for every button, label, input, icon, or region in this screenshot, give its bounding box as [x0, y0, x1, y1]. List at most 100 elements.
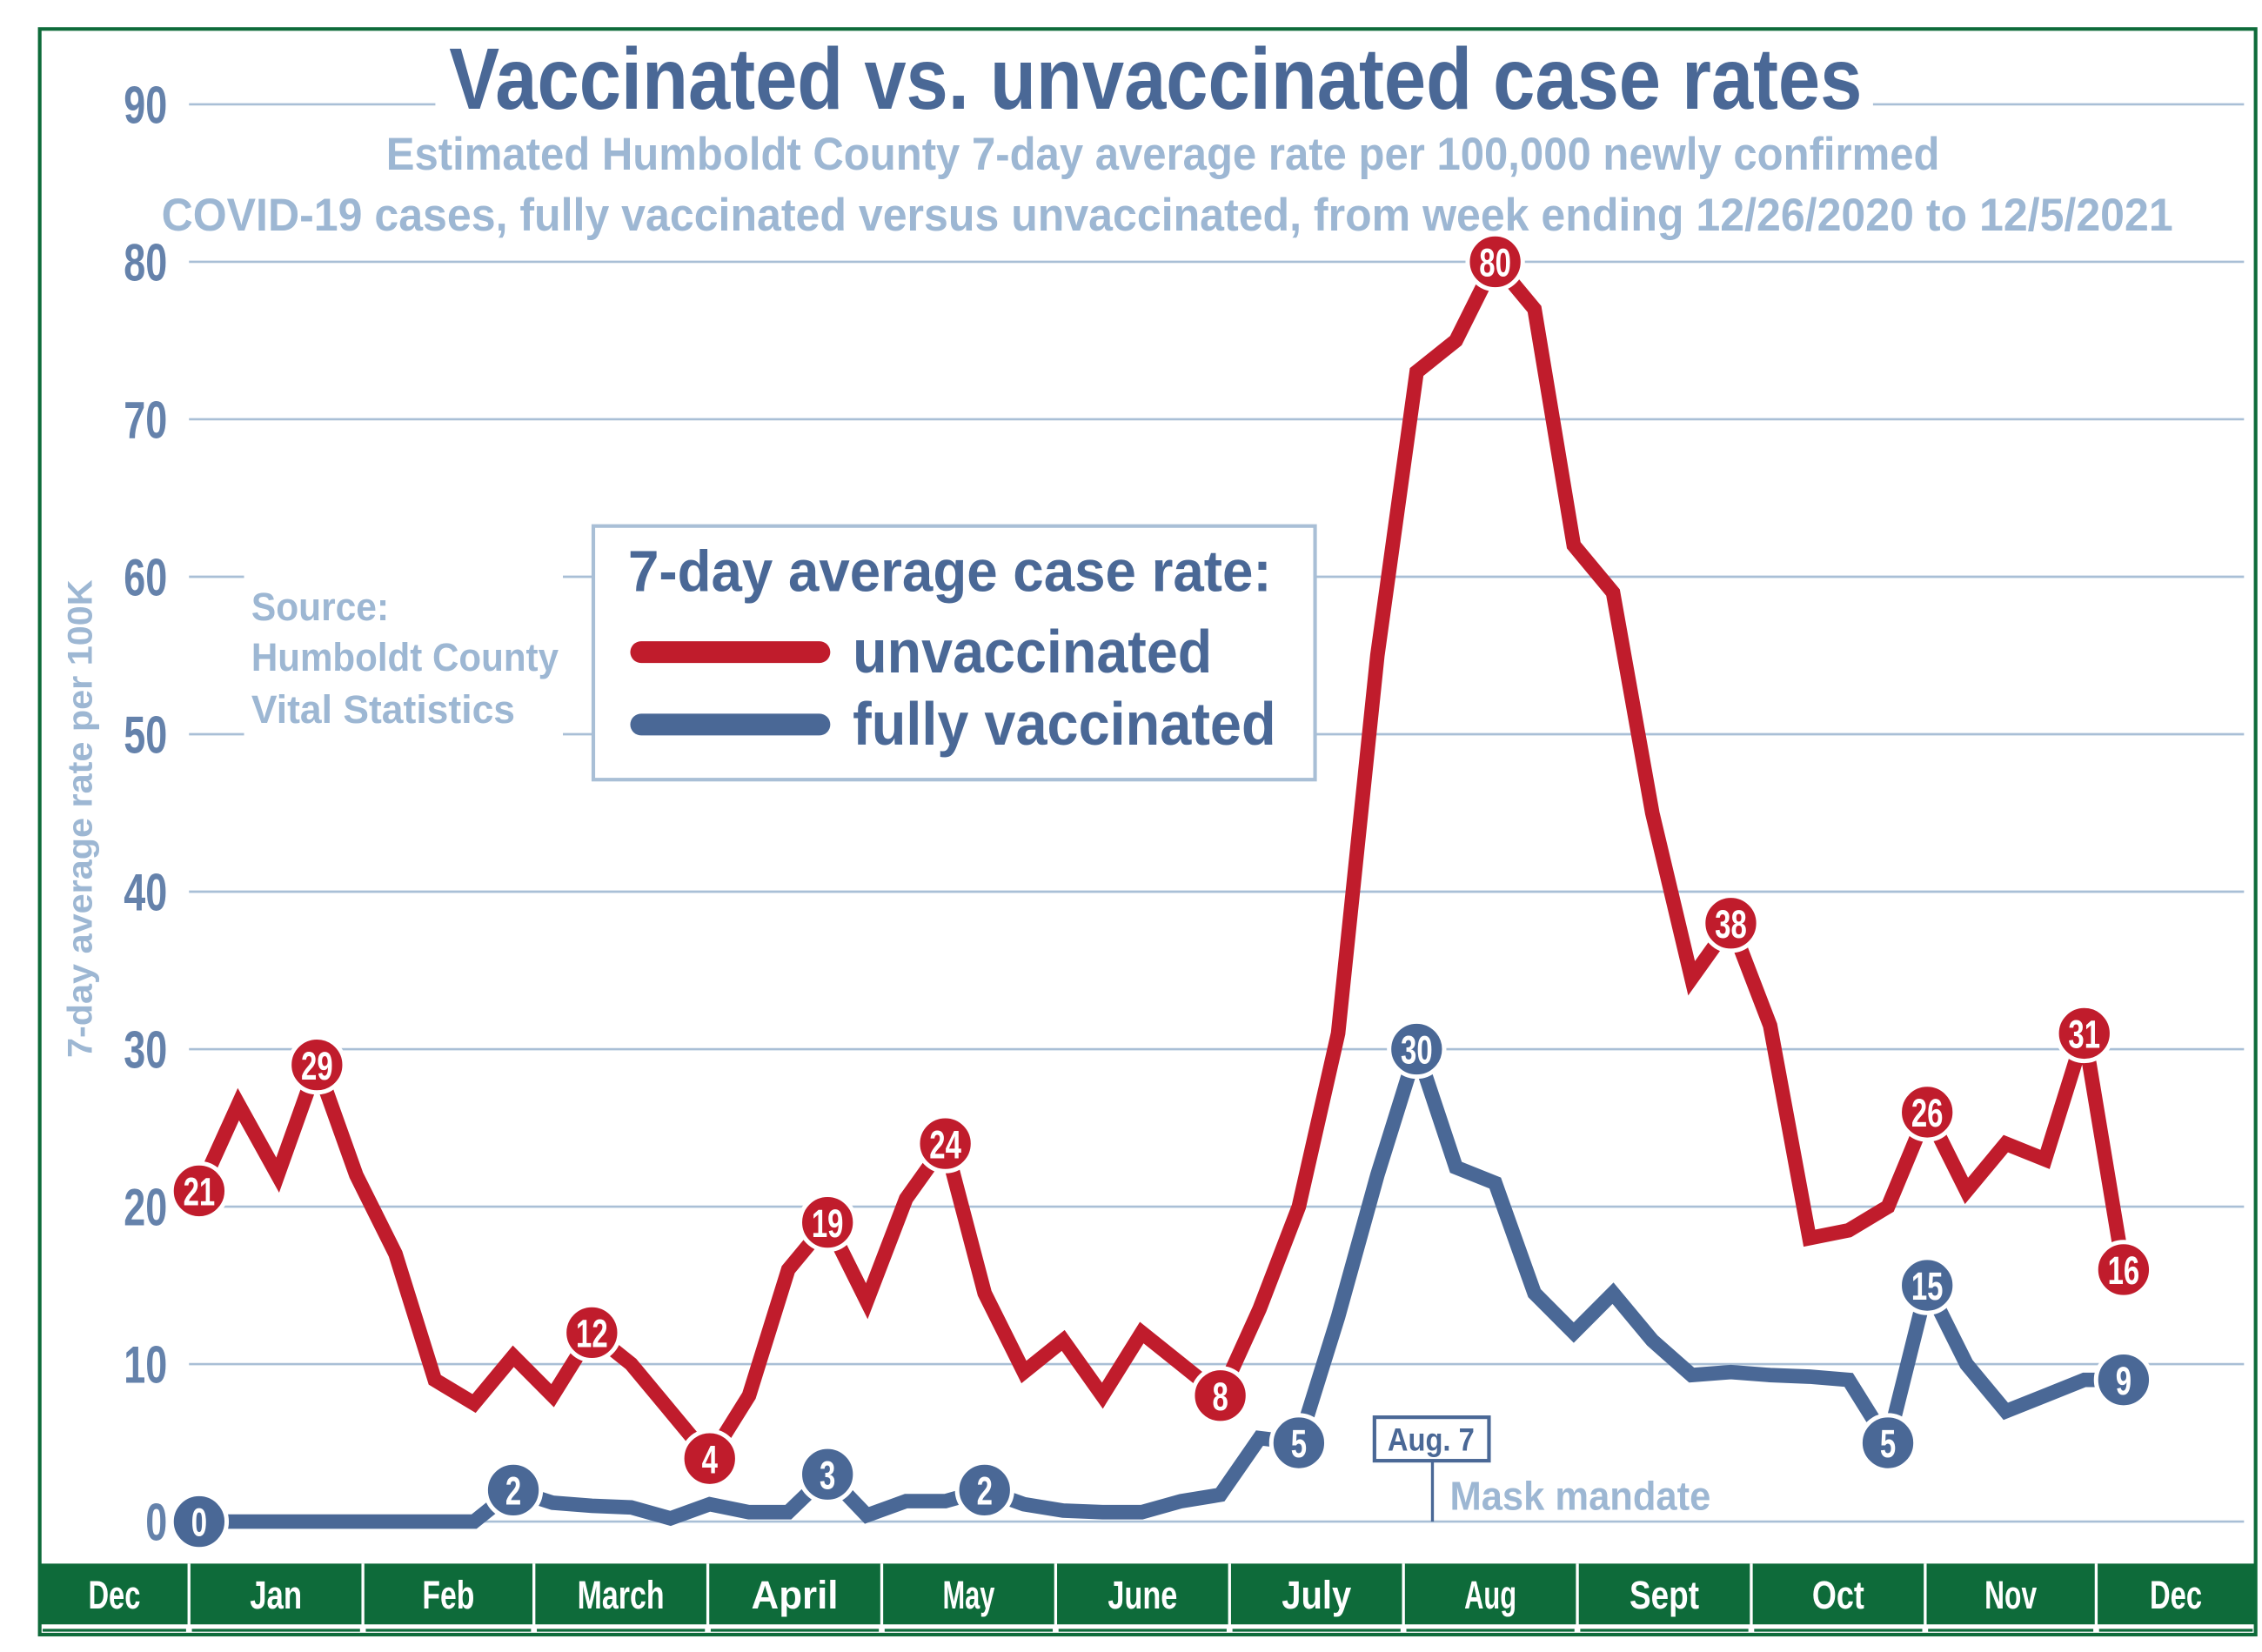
month-bar: [39, 1563, 2256, 1625]
data-point-marker: [1897, 1082, 1958, 1142]
data-point-marker: [169, 1491, 230, 1552]
data-point-value: 30: [1401, 1028, 1433, 1073]
x-tick-label: May: [942, 1573, 994, 1617]
source-title: Source:: [251, 585, 389, 629]
data-point-value: 8: [1212, 1374, 1228, 1419]
data-point-marker: [1268, 1413, 1329, 1473]
data-point-value: 19: [812, 1201, 844, 1246]
y-tick-label: 10: [124, 1336, 167, 1395]
data-point-label: 2: [483, 1460, 544, 1521]
x-tick-label: Nov: [1984, 1573, 2037, 1617]
data-point-marker: [954, 1460, 1014, 1521]
data-point-label: 26: [1897, 1082, 1958, 1142]
data-point-value: 4: [702, 1437, 718, 1481]
month-axis: Dec Jan Feb March April May June July Aug Sept Oct…: [39, 1563, 2256, 1635]
x-tick-label: Sept: [1630, 1573, 1699, 1617]
data-point-label: 31: [2054, 1003, 2114, 1064]
data-point-marker: [1701, 893, 1761, 953]
data-point-value: 21: [184, 1170, 216, 1214]
data-point-label: 5: [1857, 1413, 1918, 1473]
data-point-value: 2: [505, 1469, 521, 1514]
data-point-value: 5: [1291, 1421, 1307, 1466]
data-point-marker: [679, 1428, 740, 1488]
data-point-label: 24: [915, 1114, 975, 1174]
legend-label-unvaccinated: unvaccinated: [853, 618, 1212, 686]
data-point-marker: [287, 1034, 347, 1095]
source-line-2: Vital Statistics: [251, 687, 515, 732]
y-tick-label: 80: [124, 234, 167, 292]
data-point-label: 15: [1897, 1255, 1958, 1315]
y-tick-label: 20: [124, 1179, 167, 1237]
data-point-label: 16: [2093, 1240, 2154, 1300]
x-tick-label: Feb: [422, 1573, 474, 1617]
data-point-label: 0: [169, 1491, 230, 1552]
data-point-marker: [915, 1114, 975, 1174]
data-point-value: 16: [2108, 1248, 2140, 1293]
y-tick-label: 90: [124, 77, 167, 135]
data-point-marker: [169, 1160, 230, 1221]
data-point-value: 12: [576, 1312, 608, 1356]
y-tick-label: 30: [124, 1021, 167, 1080]
data-point-marker: [798, 1193, 858, 1253]
data-point-label: 30: [1387, 1019, 1447, 1080]
data-point-marker: [483, 1460, 544, 1521]
data-point-label: 4: [679, 1428, 740, 1488]
data-point-marker: [2093, 1350, 2154, 1410]
data-point-value: 80: [1479, 241, 1511, 285]
data-point-label: 5: [1268, 1413, 1329, 1473]
data-point-label: 9: [2093, 1350, 2154, 1410]
source-backing: [244, 572, 564, 739]
data-point-value: 31: [2068, 1013, 2100, 1057]
data-point-marker: [562, 1302, 622, 1363]
event-date-label: Aug. 7: [1388, 1421, 1475, 1457]
data-point-value: 15: [1911, 1264, 1944, 1308]
data-point-value: 38: [1715, 902, 1747, 946]
data-point-value: 29: [301, 1044, 333, 1088]
point-labels: 21 29 12 4 19 24 8 80 38 26 31 16 0 2 3 2 5 30 5 15 9: [169, 231, 2154, 1552]
series-line-fully-vaccinated: [198, 1025, 2124, 1529]
x-tick-label: April: [752, 1573, 839, 1617]
data-point-marker: [1465, 231, 1525, 292]
data-point-label: 21: [169, 1160, 230, 1221]
data-point-marker: [1190, 1366, 1250, 1426]
chart-frame: [37, 27, 2258, 1637]
x-tick-label: June: [1108, 1573, 1177, 1617]
data-point-label: 3: [798, 1444, 858, 1504]
data-point-marker: [2093, 1240, 2154, 1300]
mask-mandate-label: Mask mandate: [1449, 1474, 1710, 1519]
data-point-label: 12: [562, 1302, 622, 1363]
y-tick-label: 50: [124, 706, 167, 765]
chart-title: Vaccinated vs. unvaccinated case rates: [449, 31, 1862, 128]
data-point-value: 0: [191, 1501, 207, 1545]
data-point-value: 26: [1911, 1091, 1944, 1135]
data-point-label: 38: [1701, 893, 1761, 953]
chart-subtitle-line-1: Estimated Humboldt County 7-day average …: [386, 129, 1940, 180]
x-tick-label: Jan: [250, 1573, 302, 1617]
data-point-label: 2: [954, 1460, 1014, 1521]
y-axis-label: 7-day average rate per 100K: [62, 579, 100, 1058]
data-point-marker: [1387, 1019, 1447, 1080]
x-tick-label: Dec: [88, 1573, 140, 1617]
x-tick-label: Dec: [2150, 1573, 2202, 1617]
source-line-1: Humboldt County: [251, 635, 559, 679]
data-point-marker: [2054, 1003, 2114, 1064]
event-date-box: [1372, 1415, 1491, 1463]
x-tick-label: March: [578, 1573, 665, 1617]
legend-label-vaccinated: fully vaccinated: [853, 690, 1275, 758]
x-tick-label: Aug: [1464, 1573, 1516, 1617]
data-point-marker: [798, 1444, 858, 1504]
data-point-value: 9: [2116, 1359, 2132, 1403]
chart-subtitle-line-2: COVID-19 cases, fully vaccinated versus …: [162, 190, 2173, 241]
data-point-label: 29: [287, 1034, 347, 1095]
y-tick-label: 60: [124, 549, 167, 607]
mask-mandate-annotation: Aug. 7 Mask mandate: [1372, 1415, 1710, 1522]
data-point-marker: [1897, 1255, 1958, 1315]
title-backing: [435, 29, 1873, 119]
data-point-label: 19: [798, 1193, 858, 1253]
y-tick-label: 70: [124, 391, 167, 450]
y-tick-label: 40: [124, 864, 167, 922]
data-point-marker: [1857, 1413, 1918, 1473]
data-point-label: 8: [1190, 1366, 1250, 1426]
data-point-value: 3: [820, 1453, 835, 1497]
